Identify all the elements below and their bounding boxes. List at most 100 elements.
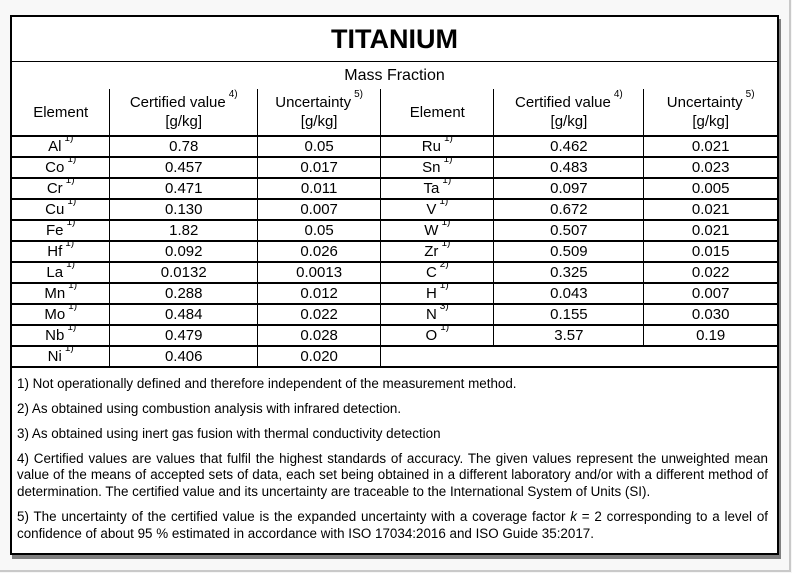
footnote-ref: 1)	[66, 220, 76, 229]
element-symbol: N	[425, 306, 437, 324]
col-header-label: Element	[409, 103, 465, 121]
footnote-2: 2) As obtained using combustion analysis…	[17, 401, 402, 417]
table-row: Co 1) 0.457 0.017 Sn 1) 0.483 0.023	[11, 156, 778, 180]
element-symbol: Hf	[47, 243, 63, 261]
certified-value-cell: 0.479	[109, 324, 259, 348]
col-header-label: Uncertainty	[275, 94, 352, 111]
uncertainty-cell: 0.021	[643, 198, 778, 222]
col-header-certified-left: Certified value 4) [g/kg]	[109, 87, 259, 138]
element-symbol: Zr	[424, 243, 439, 261]
uncertainty-cell: 0.05	[257, 135, 382, 159]
certified-value-cell: 0.471	[109, 177, 259, 201]
table-row: Mn 1) 0.288 0.012 H 1) 0.043 0.007	[11, 282, 778, 306]
certified-value-cell: 0.043	[493, 282, 645, 306]
certified-value-cell: 0.483	[493, 156, 645, 180]
col-header-certified-right: Certified value 4) [g/kg]	[493, 87, 645, 138]
certified-value-cell: 0.097	[493, 177, 645, 201]
element-cell: V 1)	[380, 198, 495, 222]
uncertainty-cell: 0.05	[257, 219, 382, 243]
footnote-ref: 1)	[443, 157, 453, 166]
uncertainty-cell: 0.021	[643, 135, 778, 159]
uncertainty-cell: 0.028	[257, 324, 382, 348]
col-header-label: Certified value	[129, 94, 226, 111]
element-symbol: Co	[45, 159, 65, 177]
footnote-4: 4) Certified values are values that fulf…	[17, 450, 768, 500]
element-cell: Mn 1)	[11, 282, 111, 306]
col-header-element-right: Element	[380, 87, 495, 138]
certificate-table: TITANIUM Mass Fraction Element Certified…	[10, 15, 779, 556]
uncertainty-cell: 0.012	[257, 282, 382, 306]
uncertainty-cell: 0.007	[643, 282, 778, 306]
uncertainty-cell: 0.026	[257, 240, 382, 264]
col-header-label: Uncertainty	[666, 94, 743, 111]
element-cell: Nb 1)	[11, 324, 111, 348]
element-symbol: Sn	[422, 159, 441, 177]
certified-value-cell: 0.78	[109, 135, 259, 159]
element-cell: Ta 1)	[380, 177, 495, 201]
footnote-5-text: = 2 corresponding to a level of confiden…	[17, 508, 768, 541]
footnote-ref: 1)	[67, 325, 77, 334]
element-symbol: C	[425, 264, 437, 282]
element-cell: C 2)	[380, 261, 495, 285]
footnote-ref: 1)	[67, 157, 77, 166]
element-cell: Ru 1)	[380, 135, 495, 159]
element-symbol: Cr	[46, 180, 63, 198]
element-symbol: La	[46, 264, 64, 282]
element-cell: O 1)	[380, 324, 495, 348]
certified-value-cell: 0.509	[493, 240, 645, 264]
footnote-5: 5) The uncertainty of the certified valu…	[17, 509, 768, 543]
col-header-uncertainty-left: Uncertainty 5) [g/kg]	[257, 87, 382, 138]
certified-value-cell: 3.57	[493, 324, 645, 348]
element-cell: Al 1)	[11, 135, 111, 159]
uncertainty-cell: 0.007	[257, 198, 382, 222]
footnote-ref: 1)	[67, 199, 77, 208]
element-cell: Sn 1)	[380, 156, 495, 180]
element-symbol: Cu	[45, 201, 65, 219]
certified-value-cell: 1.82	[109, 219, 259, 243]
uncertainty-cell: 0.023	[643, 156, 778, 180]
table-row: Fe 1) 1.82 0.05 W 1) 0.507 0.021	[11, 219, 778, 243]
uncertainty-cell: 0.017	[257, 156, 382, 180]
element-cell: N 3)	[380, 303, 495, 327]
page-title: TITANIUM	[12, 17, 777, 62]
uncertainty-cell: 0.022	[643, 261, 778, 285]
certified-value-cell: 0.0132	[109, 261, 259, 285]
table-row: Al 1) 0.78 0.05 Ru 1) 0.462 0.021	[11, 135, 778, 159]
element-symbol: Mo	[44, 306, 66, 324]
element-cell: La 1)	[11, 261, 111, 285]
element-cell: Zr 1)	[380, 240, 495, 264]
col-header-label: Element	[33, 103, 89, 121]
unit-label: [g/kg]	[165, 113, 203, 131]
certified-value-cell: 0.406	[109, 345, 259, 368]
footnote-ref: 1)	[443, 136, 453, 145]
element-cell: Hf 1)	[11, 240, 111, 264]
footnote-ref: 5)	[745, 89, 755, 100]
certified-value-cell: 0.457	[109, 156, 259, 180]
col-header-element-left: Element	[11, 87, 111, 138]
footnote-ref: 1)	[440, 325, 450, 334]
uncertainty-cell: 0.021	[643, 219, 778, 243]
certified-value-cell: 0.672	[493, 198, 645, 222]
element-cell: H 1)	[380, 282, 495, 306]
footnote-ref: 1)	[439, 283, 449, 292]
footnote-ref: 1)	[441, 241, 451, 250]
uncertainty-cell: 0.022	[257, 303, 382, 327]
footnote-ref: 3)	[439, 304, 449, 313]
certified-value-cell: 0.462	[493, 135, 645, 159]
footnotes-section: 1) Not operationally defined and therefo…	[12, 366, 777, 553]
certified-value-cell: 0.288	[109, 282, 259, 306]
footnote-ref: 1)	[68, 283, 78, 292]
mass-fraction-table: Element Certified value 4) [g/kg] Uncertai…	[11, 87, 778, 368]
element-symbol: Mn	[44, 285, 66, 303]
certified-value-cell: 0.507	[493, 219, 645, 243]
element-symbol: Ni	[47, 348, 62, 366]
footnote-5-text: 5) The uncertainty of the certified valu…	[17, 508, 571, 524]
footnote-ref: 2)	[439, 262, 449, 271]
element-symbol: H	[425, 285, 437, 303]
col-header-label: Certified value	[514, 94, 611, 111]
table-row: Hf 1) 0.092 0.026 Zr 1) 0.509 0.015	[11, 240, 778, 264]
element-symbol: Nb	[45, 327, 65, 345]
unit-label: [g/kg]	[300, 113, 338, 131]
footnote-ref: 4)	[228, 89, 238, 100]
table-row: Nb 1) 0.479 0.028 O 1) 3.57 0.19	[11, 324, 778, 348]
